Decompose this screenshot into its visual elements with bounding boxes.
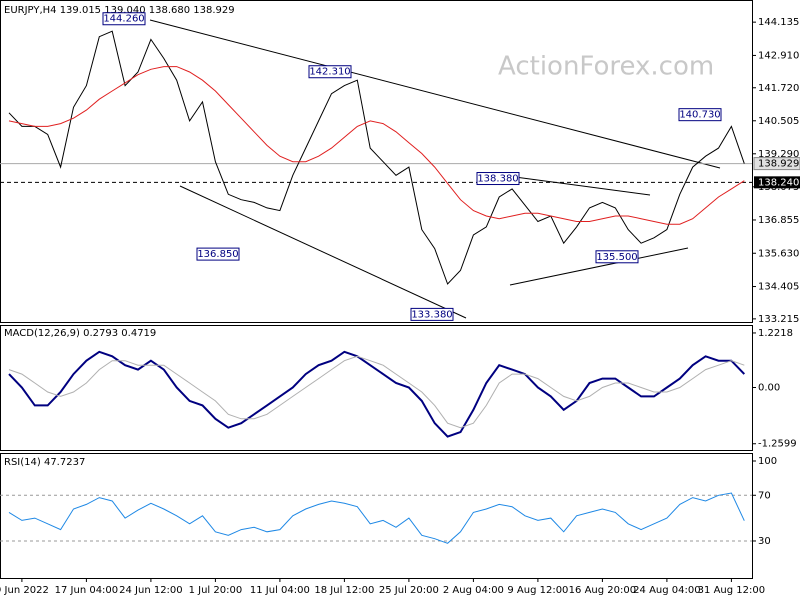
y-tick-label: 135.630 bbox=[758, 248, 799, 259]
annotation-box bbox=[595, 250, 639, 264]
x-tick-label: 2 Aug 04:00 bbox=[443, 585, 504, 596]
panel-frame bbox=[0, 0, 753, 323]
price-label: 138.929 bbox=[758, 159, 799, 170]
trend-line bbox=[514, 176, 651, 196]
annotation-label: 142.310 bbox=[309, 67, 350, 78]
series-line bbox=[8, 66, 745, 225]
annotation-label: 144.260 bbox=[103, 14, 144, 25]
y-tick-label: 100 bbox=[758, 456, 777, 467]
annotation-box bbox=[102, 12, 146, 26]
x-tick-label: 24 Jun 12:00 bbox=[119, 585, 183, 596]
watermark: ActionForex.com bbox=[498, 52, 714, 82]
y-tick-label: 142.910 bbox=[758, 50, 799, 61]
level-box bbox=[754, 176, 800, 189]
annotation-label: 135.500 bbox=[596, 252, 637, 263]
y-tick-label: 1.2218 bbox=[758, 328, 793, 339]
y-tick-label: 139.290 bbox=[758, 149, 799, 160]
x-tick-label: 31 Aug 12:00 bbox=[698, 585, 765, 596]
x-tick-label: 9 Aug 12:00 bbox=[507, 585, 568, 596]
y-tick-label: 136.855 bbox=[758, 215, 799, 226]
trend-line bbox=[149, 19, 721, 169]
x-tick-label: 24 Aug 04:00 bbox=[633, 585, 700, 596]
x-tick-label: 25 Jul 20:00 bbox=[379, 585, 439, 596]
y-tick-label: 30 bbox=[758, 536, 771, 547]
level-label: 138.240 bbox=[758, 177, 799, 188]
price-box bbox=[753, 157, 800, 171]
annotation-box bbox=[308, 65, 352, 79]
rsi-title: RSI(14) 47.7237 bbox=[4, 457, 85, 468]
chart-title: EURJPY,H4 139.015 139.040 138.680 138.92… bbox=[4, 5, 235, 16]
annotation-box bbox=[196, 247, 240, 261]
y-tick-label: 133.215 bbox=[758, 314, 799, 325]
annotation-box bbox=[678, 108, 722, 122]
y-tick-label: 141.720 bbox=[758, 83, 799, 94]
annotation-box bbox=[476, 172, 520, 186]
x-tick-label: 1 Jul 20:00 bbox=[189, 585, 243, 596]
trend-line bbox=[179, 185, 467, 319]
annotation-label: 140.730 bbox=[679, 110, 720, 121]
annotation-label: 138.380 bbox=[477, 174, 518, 185]
y-tick-label: 0.00 bbox=[758, 383, 780, 394]
x-tick-label: 9 Jun 2022 bbox=[0, 585, 49, 596]
macd-title: MACD(12,26,9) 0.2793 0.4719 bbox=[4, 328, 156, 339]
x-tick-label: 11 Jul 04:00 bbox=[250, 585, 310, 596]
series-line bbox=[8, 355, 745, 429]
y-tick-label: 70 bbox=[758, 490, 771, 501]
y-tick-label: 134.405 bbox=[758, 282, 799, 293]
annotation-box bbox=[410, 307, 454, 321]
annotation-label: 136.850 bbox=[197, 249, 238, 260]
annotation-label: 133.380 bbox=[411, 309, 452, 320]
trend-line bbox=[509, 247, 689, 286]
y-tick-label: -1.2599 bbox=[758, 439, 797, 450]
series-line bbox=[8, 492, 745, 544]
y-tick-label: 140.505 bbox=[758, 116, 799, 127]
x-tick-label: 17 Jun 04:00 bbox=[55, 585, 119, 596]
x-tick-label: 18 Jul 12:00 bbox=[314, 585, 374, 596]
panel-frame bbox=[0, 453, 753, 579]
y-tick-label: 144.135 bbox=[758, 17, 799, 28]
x-tick-label: 16 Aug 20:00 bbox=[569, 585, 636, 596]
trend-lines bbox=[149, 19, 721, 319]
